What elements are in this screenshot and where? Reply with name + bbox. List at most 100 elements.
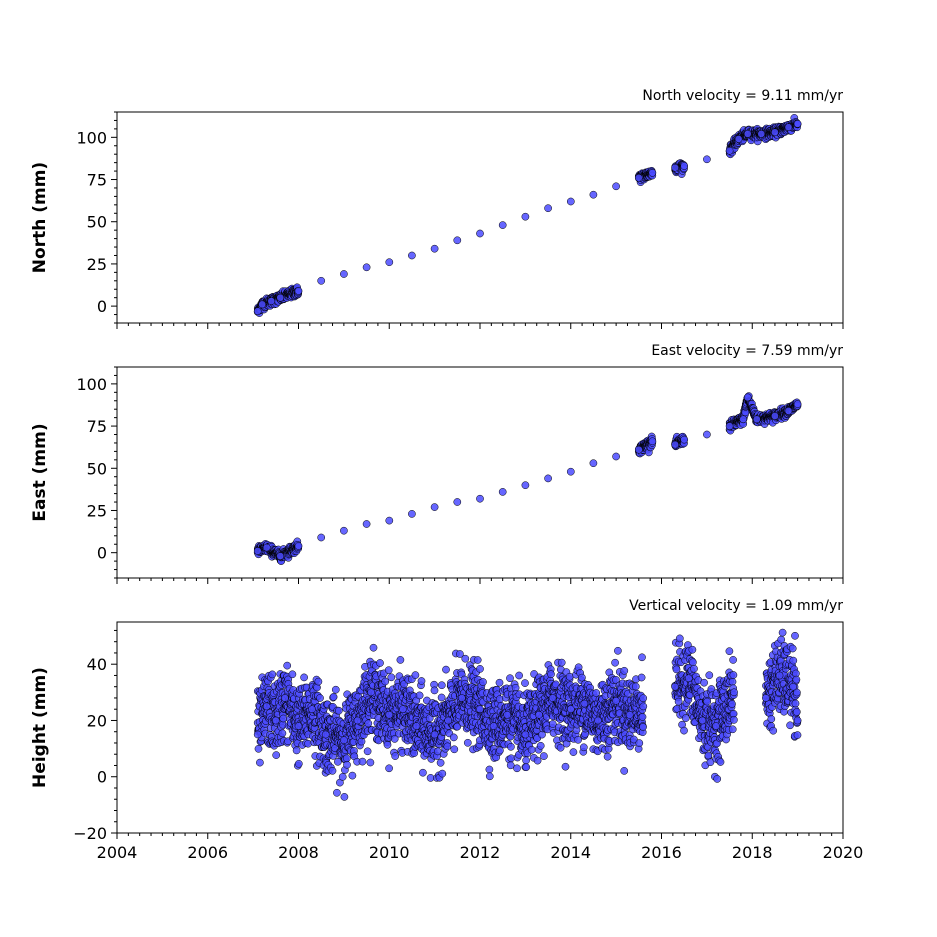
data-point (728, 725, 737, 734)
data-point (342, 754, 351, 763)
data-point (743, 130, 752, 138)
data-point (671, 682, 679, 691)
data-point (430, 503, 439, 511)
data-point (612, 452, 620, 461)
data-point (444, 716, 453, 725)
data-point (450, 745, 459, 754)
data-point (272, 751, 281, 759)
panel-3: −20 0 20 40 2004 2006 2008 2010 2012 2014 2016 2018… (30, 598, 863, 862)
data-point (340, 526, 348, 535)
data-point (521, 679, 529, 687)
data-point (317, 533, 326, 542)
data-point (703, 155, 711, 164)
data-point (566, 467, 575, 476)
data-point (442, 665, 450, 674)
data-point (725, 647, 734, 656)
data-point (592, 689, 601, 697)
data-point (612, 696, 620, 705)
data-point (294, 722, 303, 730)
data-point (769, 726, 778, 735)
data-point (317, 276, 326, 285)
data-point (267, 297, 276, 305)
data-point (579, 743, 588, 752)
data-point (271, 716, 280, 725)
y-tick-label: 0 (97, 768, 107, 787)
data-point (544, 204, 552, 213)
y-tick-label: 100 (76, 128, 107, 147)
data-point (443, 742, 452, 751)
data-point (680, 726, 688, 735)
data-point (784, 407, 793, 415)
data-point (333, 788, 341, 797)
data-point (457, 694, 466, 702)
data-point (793, 400, 802, 408)
data-point (383, 740, 392, 749)
data-point (396, 656, 405, 664)
data-point (453, 498, 462, 506)
data-point (331, 685, 340, 694)
data-point (784, 123, 793, 132)
data-point (437, 681, 446, 690)
x-tick-label: 2018 (732, 843, 773, 862)
data-point (362, 520, 371, 528)
data-point (419, 768, 427, 777)
data-point (262, 702, 271, 711)
data-point (703, 697, 712, 706)
data-point (730, 716, 738, 724)
data-point (498, 221, 507, 229)
axes-frame (116, 366, 844, 579)
data-point (369, 643, 378, 652)
data-point (279, 714, 288, 723)
scatter-points (253, 628, 802, 801)
data-point (381, 677, 390, 686)
data-point (329, 693, 338, 701)
data-point (589, 459, 598, 468)
data-point (540, 752, 548, 760)
data-point (703, 430, 711, 439)
data-point (294, 542, 303, 550)
data-point (314, 677, 323, 686)
data-point (547, 670, 555, 679)
data-point (620, 767, 629, 775)
data-point (473, 656, 482, 664)
data-point (276, 552, 285, 560)
data-point (589, 190, 598, 199)
x-tick-label: 2012 (460, 843, 501, 862)
data-point (476, 229, 484, 238)
data-point (680, 435, 689, 444)
data-point (612, 182, 620, 191)
data-point (725, 422, 734, 430)
data-point (557, 658, 566, 667)
data-point (700, 678, 708, 687)
data-point (728, 677, 737, 686)
data-point (548, 694, 557, 702)
data-point (430, 686, 439, 695)
data-point (453, 236, 462, 245)
x-axis (116, 578, 844, 584)
data-point (634, 173, 643, 182)
data-point (728, 700, 736, 708)
data-point (792, 708, 801, 716)
data-point (364, 719, 373, 728)
data-point (496, 746, 504, 755)
data-point (544, 474, 552, 483)
data-point (638, 653, 646, 662)
data-point (515, 671, 523, 680)
data-point (348, 771, 357, 780)
x-axis (116, 323, 844, 329)
y-axis-label: East (mm) (30, 423, 50, 521)
data-point (316, 694, 324, 702)
data-point (561, 762, 570, 771)
data-point (343, 760, 351, 769)
data-point (566, 197, 575, 206)
data-point (639, 702, 648, 711)
data-point (712, 722, 720, 730)
data-point (485, 765, 494, 774)
data-point (476, 665, 484, 673)
data-point (788, 644, 797, 653)
data-point (276, 293, 285, 302)
data-point (791, 699, 800, 708)
data-point (408, 510, 416, 518)
data-point (789, 656, 798, 665)
